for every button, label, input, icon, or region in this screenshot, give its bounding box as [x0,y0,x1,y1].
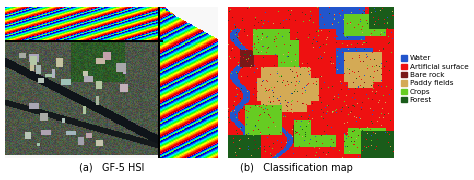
Legend: Water, Artificial surface, Bare rock, Paddy fields, Crops, Forest: Water, Artificial surface, Bare rock, Pa… [400,55,469,104]
Text: (b)   Classification map: (b) Classification map [240,163,353,173]
Text: (a)   GF-5 HSI: (a) GF-5 HSI [79,163,144,173]
